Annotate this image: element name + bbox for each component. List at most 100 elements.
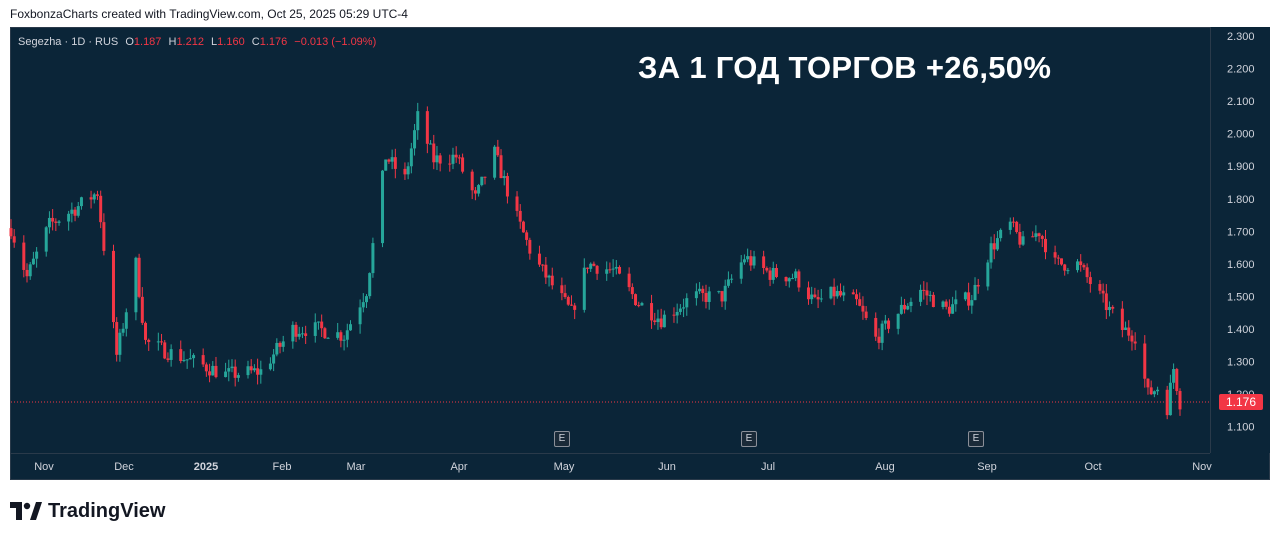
candle-body	[137, 257, 141, 297]
candle-body	[784, 276, 788, 282]
candles	[9, 102, 1182, 420]
candle-body	[816, 297, 820, 300]
candle-body	[291, 324, 295, 342]
candle-body	[976, 284, 980, 287]
time-tick-label: Dec	[114, 461, 134, 473]
candle-body	[1143, 343, 1147, 379]
candle-body	[211, 365, 215, 376]
candle-body	[316, 321, 320, 323]
candle-body	[1011, 221, 1015, 223]
candle-body	[1175, 369, 1179, 391]
candle-body	[678, 308, 682, 312]
candle-body	[70, 209, 74, 214]
candle-body	[192, 355, 196, 359]
candle-body	[611, 268, 615, 270]
candle-body	[182, 359, 186, 361]
price-tick-label: 1.700	[1227, 226, 1255, 238]
candle-body	[1130, 335, 1134, 342]
candle-body	[1034, 233, 1038, 237]
candle-body	[1021, 236, 1025, 245]
candle-body	[989, 243, 993, 263]
candle-body	[992, 243, 996, 250]
candle-body	[413, 130, 417, 149]
candle-body	[1124, 327, 1128, 330]
candle-body	[281, 341, 285, 347]
candle-body	[169, 349, 173, 360]
candle-body	[752, 256, 756, 266]
candle-body	[951, 304, 955, 314]
candle-body	[1146, 378, 1150, 388]
time-tick-label: Jul	[761, 461, 775, 473]
candle-body	[1178, 390, 1182, 410]
candle-body	[35, 251, 39, 259]
candle-body	[627, 273, 631, 288]
candle-body	[381, 170, 385, 244]
candle-body	[1149, 387, 1153, 395]
candle-body	[589, 263, 593, 269]
time-tick-label: Mar	[347, 461, 366, 473]
candle-body	[858, 299, 862, 306]
candle-body	[28, 264, 32, 277]
headline-annotation: ЗА 1 ГОД ТОРГОВ +26,50%	[638, 50, 1052, 85]
candle-body	[454, 154, 458, 158]
candle-body	[144, 322, 148, 340]
candle-body	[1018, 231, 1022, 245]
brand-name: TradingView	[48, 499, 166, 522]
candle-body	[560, 285, 564, 294]
candle-body	[1127, 327, 1131, 336]
earnings-badge[interactable]: E	[554, 431, 570, 447]
candle-body	[252, 368, 256, 371]
candle-body	[371, 243, 375, 274]
symbol-legend[interactable]: Segezha · 1D · RUS O1.187 H1.212 L1.160 …	[18, 36, 376, 48]
brand-footer[interactable]: TradingView	[10, 499, 165, 523]
candle-body	[230, 366, 234, 369]
price-tick-label: 1.400	[1227, 324, 1255, 336]
candle-body	[477, 185, 481, 194]
candle-body	[272, 354, 276, 364]
candle-body	[73, 209, 77, 216]
candle-body	[470, 171, 474, 191]
candle-body	[573, 305, 577, 310]
time-tick-label: Jun	[658, 461, 676, 473]
candle-body	[451, 154, 455, 164]
candle-body	[67, 213, 71, 222]
candle-body	[268, 363, 272, 370]
price-tick-label: 1.500	[1227, 291, 1255, 303]
candle-body	[297, 333, 301, 337]
candle-body	[323, 328, 327, 339]
candle-body	[1056, 257, 1060, 259]
high-label: H	[168, 36, 177, 48]
candle-body	[348, 324, 352, 331]
candle-body	[810, 294, 814, 300]
earnings-badge[interactable]: E	[968, 431, 984, 447]
earnings-badge[interactable]: E	[741, 431, 757, 447]
low-label: L	[211, 36, 218, 48]
price-axis[interactable]	[1210, 27, 1270, 453]
candle-body	[1079, 261, 1083, 266]
candle-body	[771, 267, 775, 280]
candle-body	[227, 368, 231, 372]
candle-body	[1098, 284, 1102, 291]
candle-body	[1172, 369, 1176, 383]
price-tick-label: 1.900	[1227, 161, 1255, 173]
candle-body	[640, 303, 644, 306]
candle-body	[947, 306, 951, 314]
candle-body	[675, 311, 679, 316]
candle-body	[585, 267, 589, 269]
time-tick-label: Feb	[273, 461, 292, 473]
open-label: O	[125, 36, 134, 48]
candle-body	[1165, 389, 1169, 416]
candle-body	[967, 292, 971, 306]
price-tick-label: 2.100	[1227, 96, 1255, 108]
candle-body	[115, 322, 119, 355]
candle-body	[707, 291, 711, 302]
price-tick-label: 1.300	[1227, 357, 1255, 369]
candle-body	[954, 299, 958, 305]
candle-body	[406, 166, 410, 175]
candle-body	[874, 317, 878, 337]
candle-body	[188, 358, 192, 360]
candle-body	[9, 228, 13, 237]
candle-body	[794, 271, 798, 279]
candle-body	[986, 262, 990, 287]
time-axis[interactable]	[10, 453, 1210, 480]
